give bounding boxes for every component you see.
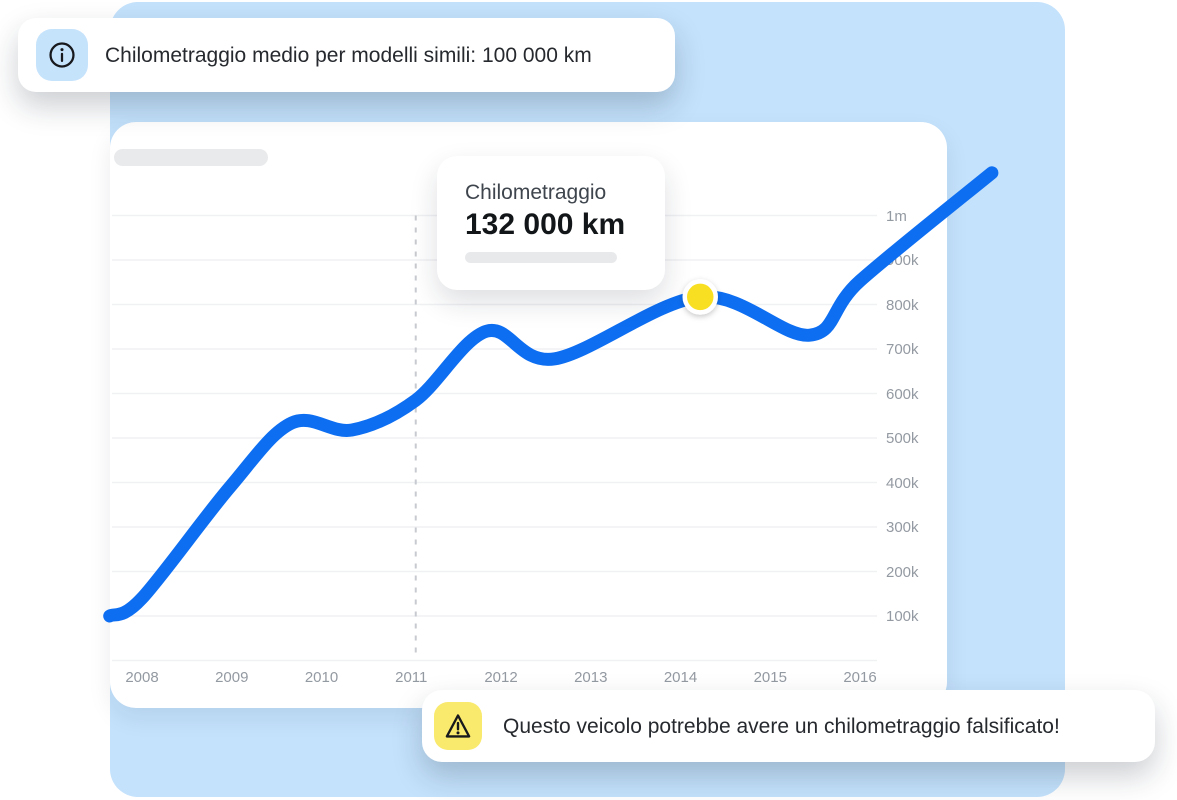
info-icon [36,29,88,81]
y-tick-label: 300k [886,519,919,536]
x-tick-label: 2008 [125,669,159,686]
y-tick-label: 800k [886,296,919,314]
y-tick-label: 700k [886,341,919,358]
y-tick-label: 200k [886,563,919,581]
x-tick-label: 2013 [574,669,608,686]
highlight-point-dot[interactable] [682,279,718,315]
warning-banner: Questo veicolo potrebbe avere un chilome… [422,690,1155,762]
tooltip-label: Chilometraggio [465,181,607,204]
y-tick-label: 500k [886,430,919,447]
info-icon-glyph [49,42,75,68]
tooltip-value: 132 000 km [465,208,626,241]
x-tick-label: 2010 [304,669,339,686]
chart-tooltip: Chilometraggio 132 000 km [437,156,665,290]
warning-banner-text: Questo veicolo potrebbe avere un chilome… [503,714,1060,738]
y-tick-label: 600k [886,385,919,403]
x-tick-label: 2011 [395,669,428,686]
tooltip-progress-bar [465,252,617,263]
x-tick-label: 2016 [843,669,877,686]
mileage-line [103,166,999,623]
warning-icon [434,702,482,750]
x-tick-label: 2009 [215,669,249,686]
title-skeleton-bar [114,149,268,166]
y-tick-label: 400k [886,474,919,492]
x-tick-label: 2015 [753,669,787,686]
info-banner-text: Chilometraggio medio per modelli simili:… [105,43,592,67]
x-tick-label: 2014 [663,669,698,686]
warning-icon-glyph [445,714,471,738]
info-banner: Chilometraggio medio per modelli simili:… [18,18,675,92]
y-tick-label: 1m [886,207,907,225]
y-tick-label: 100k [886,608,919,625]
x-tick-label: 2012 [484,669,518,686]
